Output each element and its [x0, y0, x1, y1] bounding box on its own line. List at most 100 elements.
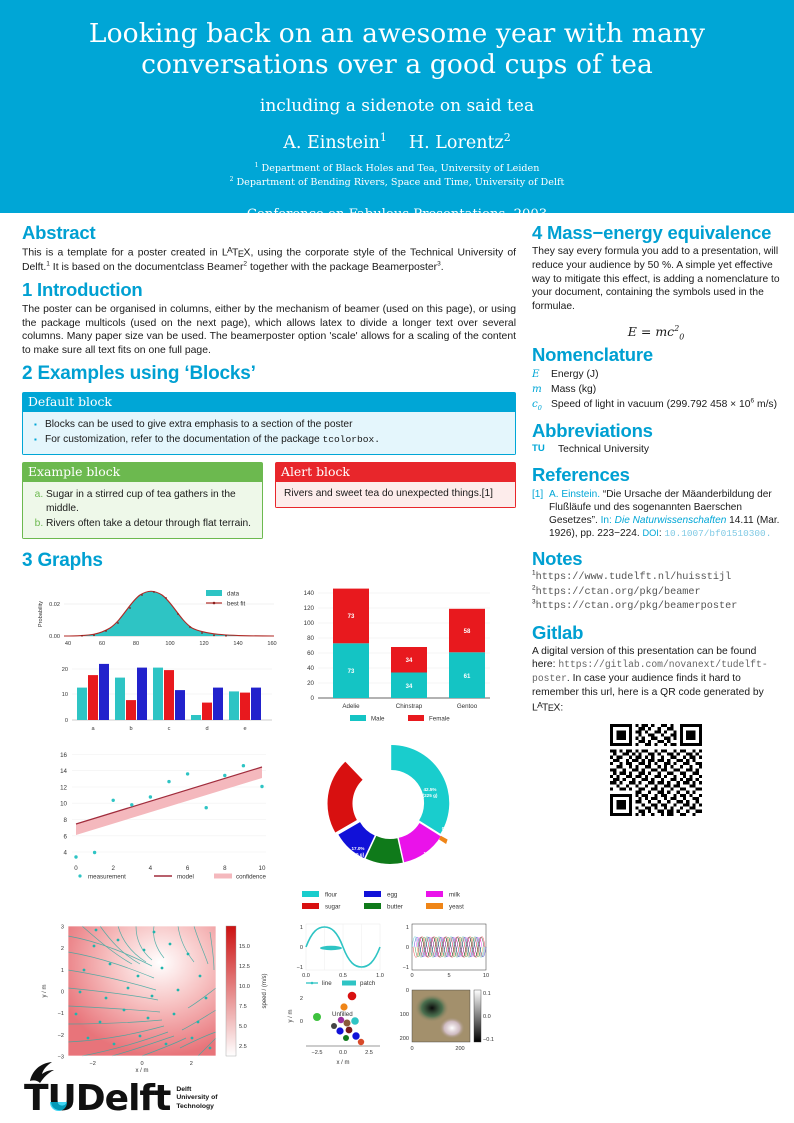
- svg-text:5.0: 5.0: [239, 1024, 247, 1030]
- tu-delft-flame-icon: [30, 1061, 54, 1083]
- right-column: 4 Mass−energy equivalence They say every…: [532, 222, 780, 1073]
- author-1: A. Einstein: [283, 132, 380, 153]
- svg-text:2: 2: [190, 1061, 193, 1067]
- svg-text:100: 100: [304, 620, 315, 627]
- svg-text:Probability: Probability: [38, 601, 44, 627]
- abstract-frag-4: .: [440, 261, 444, 273]
- svg-text:10: 10: [60, 801, 67, 808]
- svg-text:9.4%: 9.4%: [369, 868, 379, 873]
- nomenclature-symbol: c0: [532, 398, 542, 413]
- legend-label-confidence: confidence: [236, 874, 266, 881]
- example-item-2: Rivers often take a detour through flat …: [46, 518, 251, 530]
- svg-text:−2: −2: [90, 1061, 96, 1067]
- abbreviation-entry: TU Technical University: [532, 443, 780, 456]
- gitlab-heading: Gitlab: [532, 621, 584, 643]
- svg-text:80: 80: [307, 635, 314, 642]
- nomenclature-description: Energy (J): [551, 368, 599, 380]
- example-block-body: Sugar in a stirred cup of tea gathers in…: [22, 482, 263, 540]
- gitlab-frag-1: A digital version of this presentation c…: [532, 645, 757, 671]
- svg-text:40: 40: [65, 641, 71, 647]
- svg-text:x / m: x / m: [136, 1068, 149, 1073]
- svg-text:17.0%: 17.0%: [351, 846, 364, 851]
- reference-doi-label: DOI: [642, 528, 659, 539]
- qr-code[interactable]: [610, 724, 702, 817]
- figure-mini-grid: 10−1 0.0 0.5 1.0 line patch: [288, 923, 494, 1066]
- gitlab-frag-2b: T: [542, 701, 549, 713]
- svg-text:0: 0: [311, 695, 315, 702]
- svg-text:c: c: [168, 726, 171, 732]
- svg-text:−1: −1: [58, 1011, 64, 1017]
- note-entry: 2https://ctan.org/pkg/beamer: [532, 584, 780, 600]
- affil-1-text: Department of Black Holes and Tea, Unive…: [261, 162, 540, 174]
- list-item: For customization, refer to the document…: [34, 433, 507, 447]
- note-number: 2: [532, 584, 536, 592]
- gitlab-text: A digital version of this presentation c…: [532, 645, 768, 714]
- svg-text:2: 2: [111, 865, 115, 872]
- svg-text:−2.5: −2.5: [311, 1050, 322, 1056]
- note-url[interactable]: https://www.tudelft.nl/huisstijl: [535, 572, 732, 584]
- abbreviation-symbol: TU: [532, 443, 545, 455]
- svg-text:2.5: 2.5: [239, 1044, 247, 1050]
- poster-authors: A. Einstein1 H. Lorentz2: [40, 132, 754, 153]
- svg-text:12.5: 12.5: [239, 964, 250, 970]
- svg-text:100: 100: [400, 1012, 409, 1018]
- svg-text:Chinstrap: Chinstrap: [396, 703, 423, 710]
- svg-text:40: 40: [307, 665, 314, 672]
- svg-text:140: 140: [233, 641, 242, 647]
- examples-heading: 2 Examples using ‘Blocks’: [22, 363, 256, 385]
- svg-text:140: 140: [304, 590, 315, 597]
- reference-in: In:: [600, 515, 612, 527]
- svg-text:−1: −1: [403, 965, 409, 971]
- figure-histogram: Probability 40 60 80 100 1: [38, 590, 277, 647]
- svg-text:−3: −3: [58, 1055, 64, 1061]
- svg-text:butter: butter: [387, 904, 403, 911]
- logo-wordmark: TUDelft: [24, 1080, 171, 1116]
- svg-text:Unfilled: Unfilled: [332, 1011, 353, 1018]
- svg-text:0: 0: [61, 990, 64, 996]
- gitlab-url[interactable]: https://gitlab.com/novanext/tudelft-post…: [532, 659, 768, 685]
- svg-text:61: 61: [464, 674, 471, 680]
- formula-text: E = mc: [627, 324, 675, 340]
- svg-text:e: e: [243, 726, 246, 732]
- abstract-frag-1b: T: [231, 247, 239, 259]
- graphs-heading: 3 Graphs: [22, 550, 103, 572]
- svg-text:60: 60: [307, 650, 314, 657]
- abstract-heading: Abstract: [22, 222, 96, 243]
- abstract-frag-2: It is based on the documentclass Beamer: [49, 261, 244, 273]
- default-block: Default block Blocks can be used to give…: [22, 391, 516, 456]
- svg-text:20: 20: [62, 667, 68, 673]
- nomenclature-symbol: E: [532, 367, 540, 380]
- note-number: 3: [532, 598, 536, 606]
- svg-text:200: 200: [400, 1036, 409, 1042]
- nomenclature-symbol: m: [532, 382, 542, 395]
- logo-sub-3: Technology: [176, 1102, 214, 1110]
- affil-2-marker: 2: [229, 176, 234, 184]
- default-block-body: Blocks can be used to give extra emphasi…: [22, 411, 516, 456]
- svg-text:73: 73: [348, 669, 355, 675]
- svg-text:1: 1: [61, 968, 64, 974]
- svg-text:10: 10: [259, 865, 266, 872]
- nomenclature-entry: c0 Speed of light in vacuum (299.792 458…: [532, 398, 780, 411]
- logo-delft: Delft: [75, 1077, 172, 1119]
- list-item: Blocks can be used to give extra emphasi…: [34, 418, 507, 432]
- svg-text:line: line: [322, 980, 332, 987]
- legend-marker-measurement: [78, 874, 82, 878]
- formula-exponent: 2: [674, 324, 680, 334]
- svg-text:120: 120: [199, 641, 208, 647]
- svg-text:0: 0: [300, 1019, 303, 1025]
- svg-text:Gentoo: Gentoo: [457, 703, 478, 710]
- nomenclature-description: Speed of light in vacuum (299.792 458 × …: [551, 397, 778, 411]
- affiliation-2: 2 Department of Bending Rivers, Space an…: [40, 176, 754, 191]
- gitlab-frag-2c: X:: [553, 701, 564, 713]
- note-url[interactable]: https://ctan.org/pkg/beamerposter: [535, 601, 738, 613]
- default-item-1: Blocks can be used to give extra emphasi…: [45, 418, 353, 430]
- svg-text:Adelie: Adelie: [342, 703, 360, 710]
- reference-entry: [1] A. Einstein. “Die Ursache der Mäande…: [532, 488, 780, 541]
- abbreviation-description: Technical University: [558, 444, 649, 456]
- svg-text:0: 0: [300, 945, 303, 951]
- reference-doi-link[interactable]: 10.1007/bf01510300.: [664, 528, 772, 540]
- svg-text:58: 58: [464, 629, 471, 635]
- note-url[interactable]: https://ctan.org/pkg/beamer: [535, 586, 701, 598]
- svg-text:4: 4: [64, 850, 68, 857]
